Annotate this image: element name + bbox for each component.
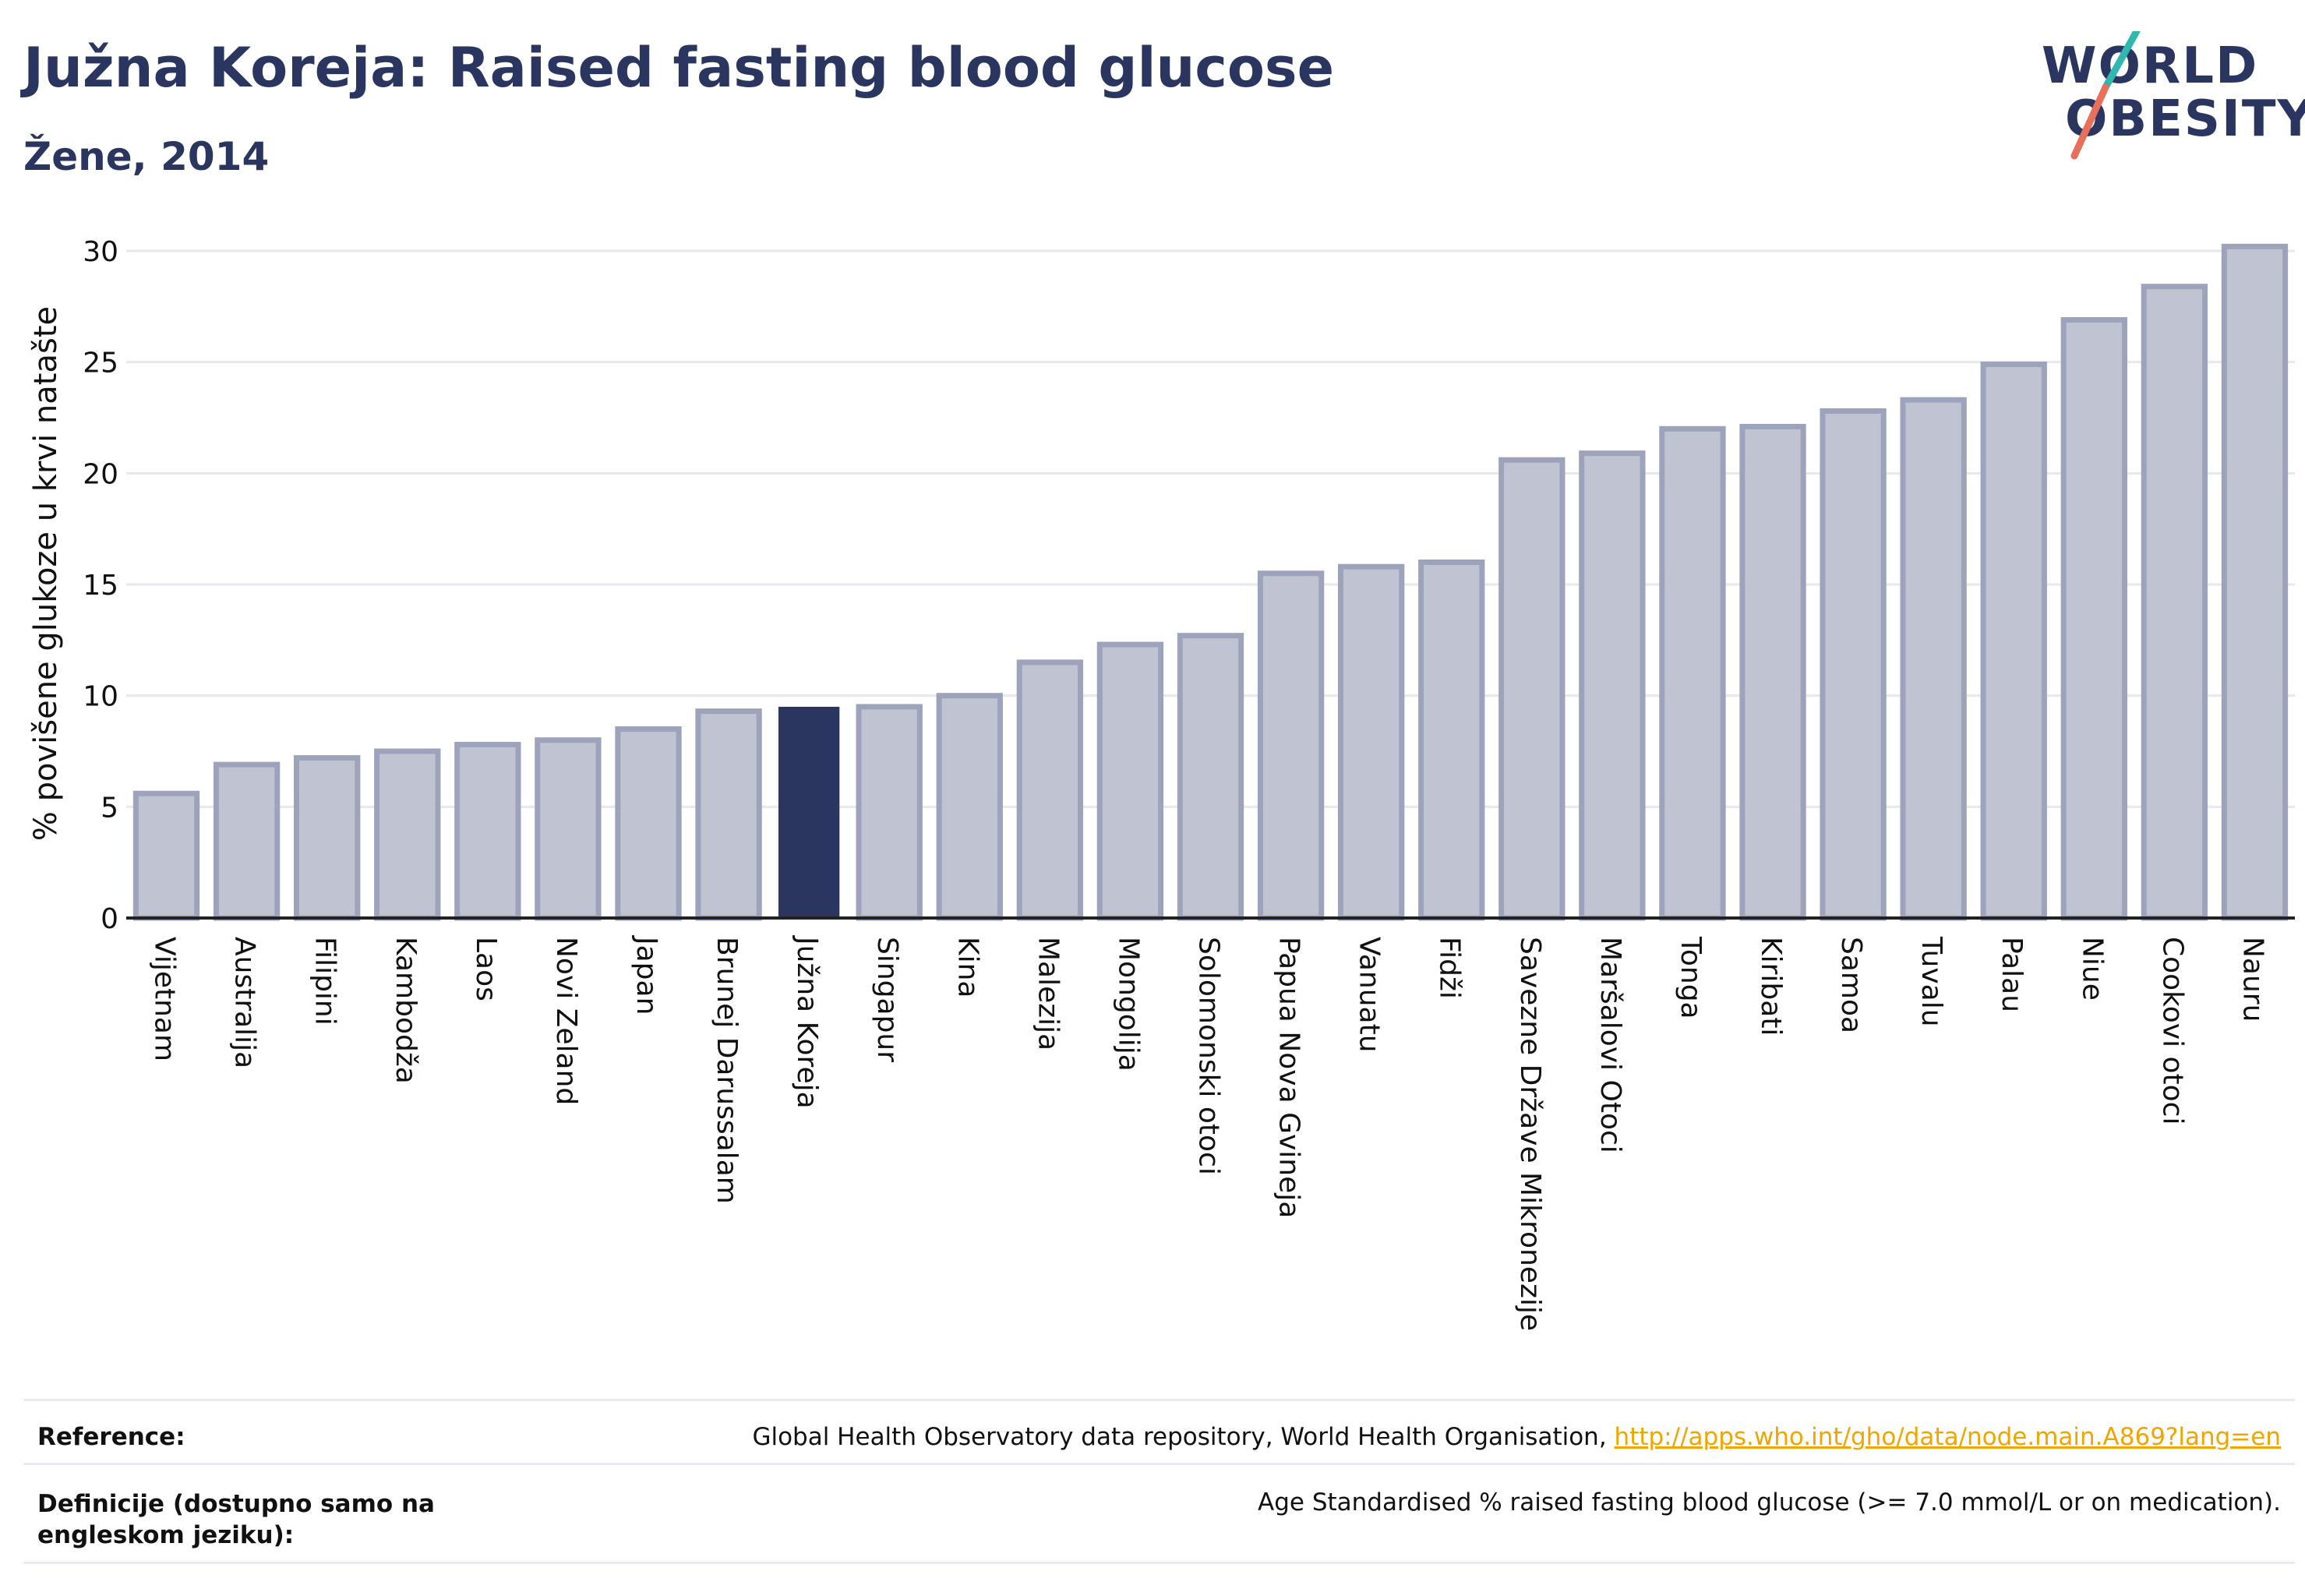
bar-0[interactable] bbox=[132, 790, 200, 921]
bar-25[interactable] bbox=[2141, 284, 2208, 921]
chart-title: Južna Koreja: Raised fasting blood gluco… bbox=[23, 36, 1335, 100]
bar-20[interactable] bbox=[1739, 423, 1806, 921]
x-tick-label: Australija bbox=[229, 937, 261, 1068]
x-tick-label: Vanuatu bbox=[1354, 937, 1385, 1053]
y-axis-ticks: 0 5 10 15 20 25 30 bbox=[83, 236, 118, 935]
bar-21[interactable] bbox=[1820, 408, 1887, 921]
definition-row: Definicije (dostupno samo na engleskom j… bbox=[23, 1463, 2295, 1564]
x-tick-label: Nauru bbox=[2236, 937, 2268, 1022]
x-tick-label: Tonga bbox=[1675, 936, 1707, 1019]
x-tick-label: Filipini bbox=[309, 937, 341, 1026]
y-tick-label: 0 bbox=[101, 903, 118, 935]
bar-17[interactable] bbox=[1498, 457, 1565, 921]
bar-14[interactable] bbox=[1257, 570, 1325, 921]
bar-10[interactable] bbox=[936, 693, 1003, 921]
y-axis-label: % povišene glukoze u krvi natašte bbox=[28, 306, 64, 841]
x-tick-label: Solomonski otoci bbox=[1193, 937, 1225, 1175]
bar-24[interactable] bbox=[2060, 316, 2127, 921]
y-tick-label: 10 bbox=[83, 681, 118, 713]
logo-line-2: OBESITY bbox=[2065, 90, 2305, 148]
x-tick-label: Vijetnam bbox=[149, 937, 181, 1061]
bar-2[interactable] bbox=[294, 755, 361, 921]
world-obesity-logo[interactable]: WORLD OBESITY bbox=[2034, 31, 2305, 171]
bar-4[interactable] bbox=[454, 741, 521, 921]
bar-11[interactable] bbox=[1016, 659, 1084, 921]
bar-12[interactable] bbox=[1096, 641, 1164, 921]
x-tick-label: Maršalovi Otoci bbox=[1594, 937, 1626, 1153]
bar-chart: 0 5 10 15 20 25 30 Vijetnam Australija Filipini K… bbox=[28, 236, 2295, 1331]
y-tick-label: 25 bbox=[83, 348, 118, 380]
bar-3[interactable] bbox=[374, 748, 441, 921]
chart-subtitle: Žene, 2014 bbox=[23, 134, 270, 179]
bar-19[interactable] bbox=[1659, 425, 1726, 921]
x-tick-label: Malezija bbox=[1032, 937, 1064, 1050]
y-tick-label: 30 bbox=[83, 236, 118, 268]
logo-line-1: WORLD bbox=[2042, 37, 2259, 95]
reference-label: Reference: bbox=[37, 1423, 185, 1451]
reference-text: Global Health Observatory data repositor… bbox=[752, 1423, 1615, 1451]
bar-22[interactable] bbox=[1900, 397, 1967, 921]
x-axis-labels: Vijetnam Australija Filipini Kambodža Laos No… bbox=[149, 935, 2269, 1331]
y-tick-label: 20 bbox=[83, 458, 118, 490]
reference-row: Reference: Global Health Observatory dat… bbox=[23, 1399, 2295, 1465]
x-tick-label: Kiribati bbox=[1755, 937, 1787, 1036]
x-tick-label: Cookovi otoci bbox=[2156, 937, 2188, 1125]
bar-8[interactable] bbox=[778, 706, 840, 918]
bar-15[interactable] bbox=[1337, 563, 1405, 921]
y-tick-label: 15 bbox=[83, 570, 118, 602]
x-tick-label: Papua Nova Gvineja bbox=[1273, 937, 1305, 1218]
bar-26[interactable] bbox=[2221, 243, 2289, 921]
bar-23[interactable] bbox=[1980, 362, 2047, 921]
x-tick-label: Fidži bbox=[1434, 937, 1466, 999]
reference-value: Global Health Observatory data repositor… bbox=[752, 1423, 2281, 1451]
bars bbox=[132, 243, 2289, 921]
bar-7[interactable] bbox=[695, 708, 762, 921]
x-tick-label: Palau bbox=[1996, 937, 2028, 1012]
bar-16[interactable] bbox=[1418, 559, 1485, 921]
x-tick-label: Samoa bbox=[1835, 937, 1867, 1033]
bar-5[interactable] bbox=[535, 737, 602, 921]
definition-label: Definicije (dostupno samo na engleskom j… bbox=[37, 1490, 435, 1549]
bar-6[interactable] bbox=[615, 726, 682, 921]
x-tick-label: Kina bbox=[951, 937, 983, 998]
x-tick-label: Južna Koreja bbox=[791, 935, 823, 1109]
y-tick-label: 5 bbox=[101, 792, 118, 824]
bar-9[interactable] bbox=[856, 704, 923, 921]
x-tick-label: Savezne Države Mikronezije bbox=[1514, 937, 1546, 1331]
x-tick-label: Novi Zeland bbox=[550, 937, 582, 1105]
x-tick-label: Tuvalu bbox=[1915, 936, 1947, 1027]
x-tick-label: Kambodža bbox=[390, 937, 422, 1084]
bar-18[interactable] bbox=[1579, 450, 1646, 921]
x-tick-label: Mongolija bbox=[1112, 937, 1144, 1072]
x-tick-label: Laos bbox=[470, 937, 502, 1001]
logo-slash-icon bbox=[2070, 31, 2141, 160]
x-tick-label: Brunej Darussalam bbox=[711, 937, 743, 1204]
x-tick-label: Niue bbox=[2076, 937, 2108, 1001]
x-tick-label: Japan bbox=[630, 935, 662, 1015]
definition-value: Age Standardised % raised fasting blood … bbox=[1258, 1488, 2281, 1517]
bar-1[interactable] bbox=[213, 761, 281, 921]
x-tick-label: Singapur bbox=[871, 937, 903, 1062]
bar-13[interactable] bbox=[1177, 633, 1244, 921]
reference-link[interactable]: http://apps.who.int/gho/data/node.main.A… bbox=[1614, 1423, 2281, 1451]
